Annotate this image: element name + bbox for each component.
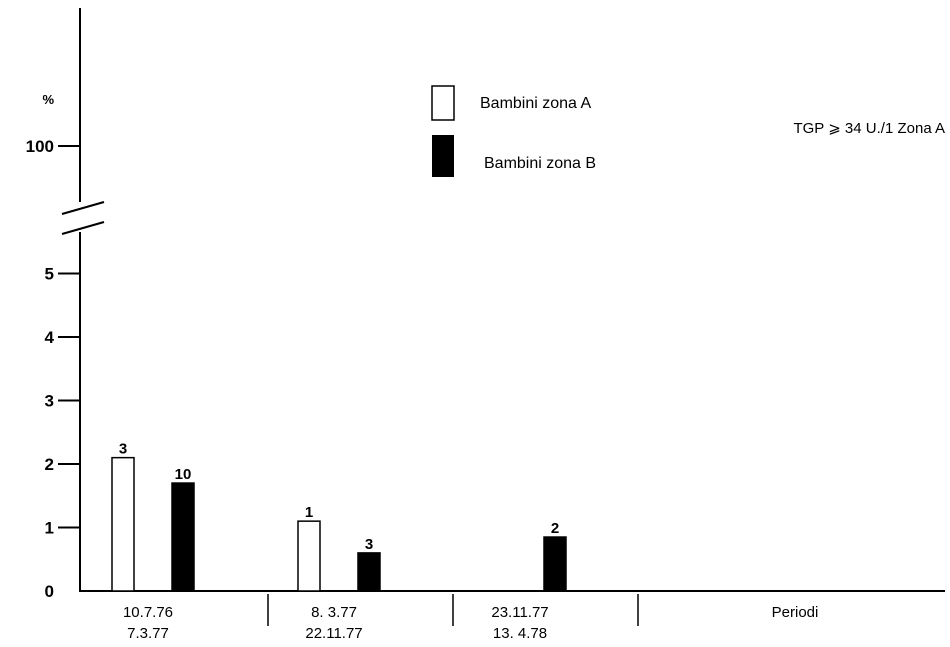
- bar-value-label: 1: [305, 504, 313, 521]
- legend-label-zona-a: Bambini zona A: [480, 95, 592, 112]
- legend-swatch-zona-b: [432, 135, 454, 177]
- y-axis-unit: %: [42, 92, 54, 107]
- bar-value-label: 2: [551, 520, 559, 537]
- legend-swatch-zona-a: [431, 85, 455, 121]
- bar-value-label: 10: [175, 466, 192, 483]
- bar-value-label: 3: [119, 441, 127, 458]
- x-axis-label: Periodi: [772, 604, 819, 621]
- y-tick-label-1: 1: [45, 519, 54, 538]
- category-label-line1: 23.11.77: [491, 604, 548, 621]
- y-tick-label-2: 2: [45, 455, 54, 474]
- category-label-line1: 10.7.76: [123, 604, 173, 621]
- category-label-line1: 8. 3.77: [311, 604, 357, 621]
- bar-zona-a-1: [297, 520, 321, 592]
- axis-break-mark: [61, 201, 105, 215]
- y-tick-label-3: 3: [45, 392, 54, 411]
- y-ticks: 0 1 2 3 4 5: [45, 265, 80, 601]
- y-tick-label-0: 0: [45, 582, 54, 601]
- y-tick-label-4: 4: [45, 328, 55, 347]
- y-tick-label-5: 5: [45, 265, 54, 284]
- category-label-line2: 7.3.77: [127, 625, 169, 642]
- y-tick-label-100: 100: [26, 137, 54, 156]
- chart-annotation: TGP ⩾ 34 U./1 Zona A: [793, 120, 945, 137]
- bar-zona-b-0: [171, 482, 195, 592]
- axis-break-mark: [61, 221, 105, 235]
- bars: 3 1 10 3 2: [111, 441, 567, 592]
- category-labels: 10.7.76 7.3.77 8. 3.77 22.11.77 23.11.77 13. …: [123, 604, 549, 642]
- legend: Bambini zona A Bambini zona B: [431, 85, 596, 177]
- bar-zona-b-2: [543, 536, 567, 592]
- legend-label-zona-b: Bambini zona B: [484, 155, 596, 172]
- bar-value-label: 3: [365, 536, 373, 553]
- bar-zona-a-0: [111, 456, 135, 592]
- category-label-line2: 22.11.77: [305, 625, 362, 642]
- bar-zona-b-1: [357, 552, 381, 592]
- category-label-line2: 13. 4.78: [493, 625, 547, 642]
